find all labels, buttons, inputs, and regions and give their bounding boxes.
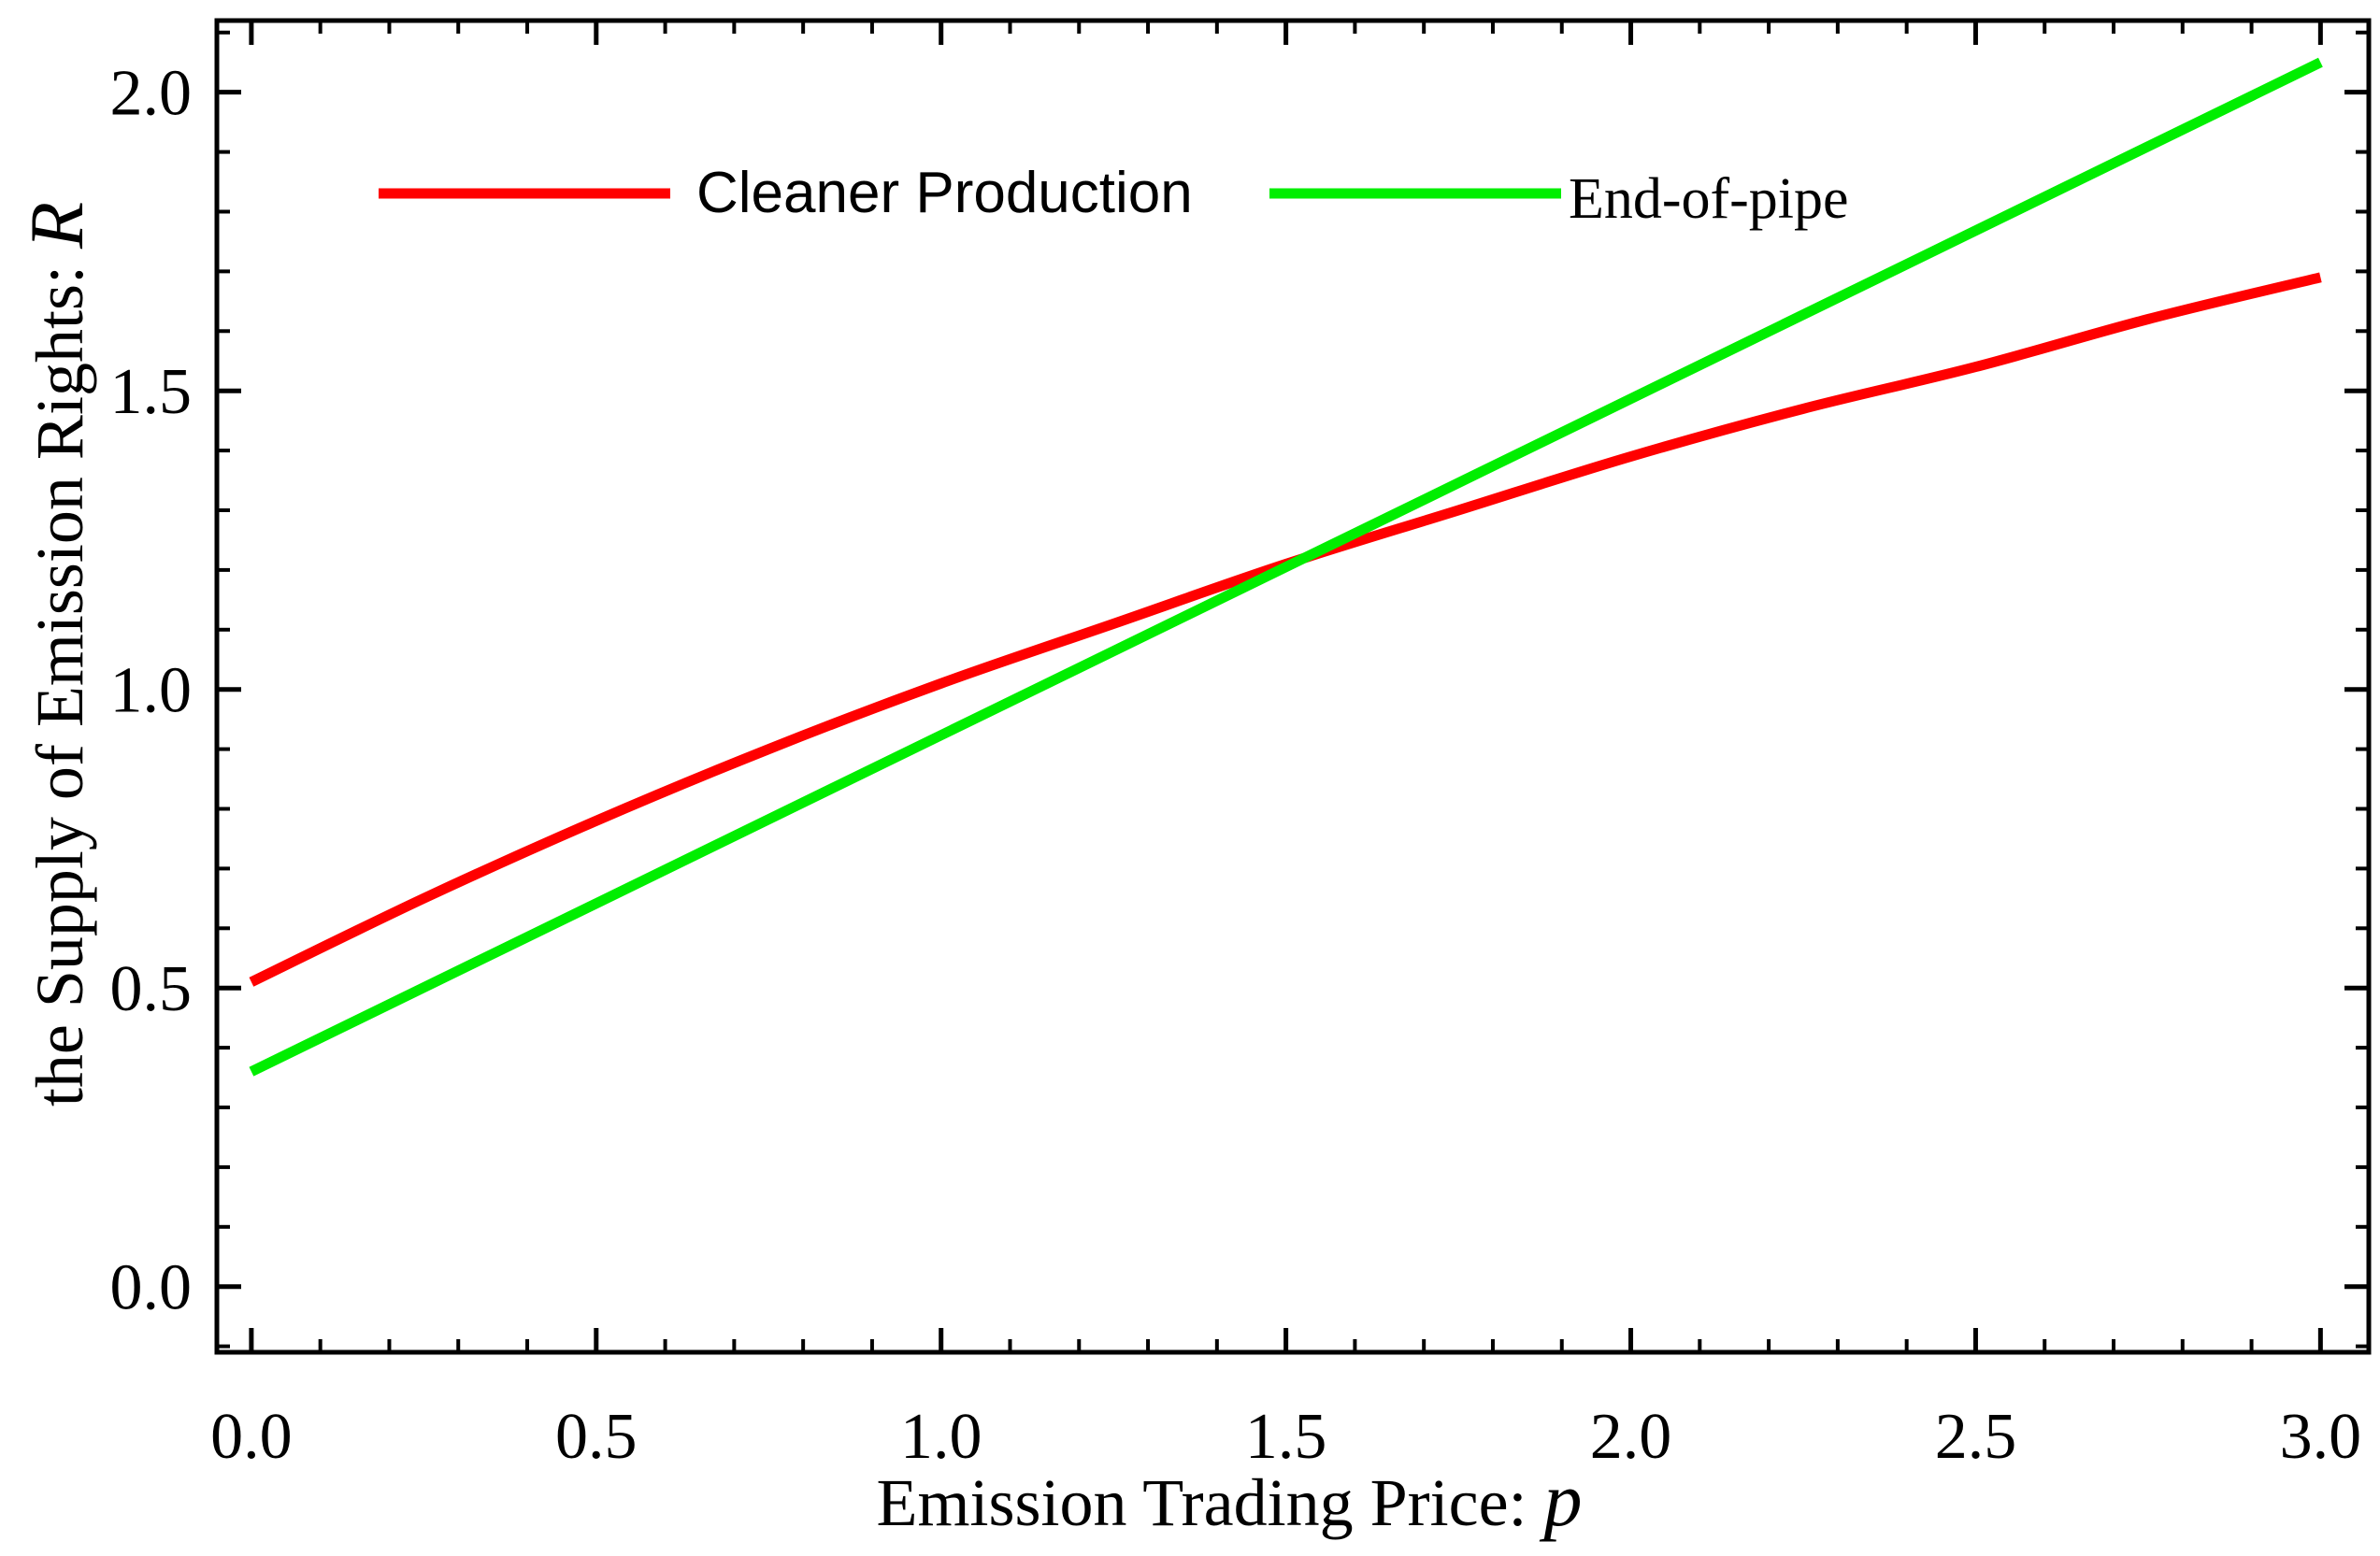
y-tick-labels: 0.0 0.5 1.0 1.5 2.0 [110, 58, 193, 1324]
x-tick-label: 3.0 [2280, 1401, 2362, 1473]
y-axis-title: the Supply of Emission Rights: R [14, 202, 99, 1106]
y-axis-variable: R [14, 202, 99, 250]
y-tick-label: 2.0 [110, 58, 193, 130]
y-tick-label: 0.5 [110, 953, 193, 1025]
y-tick-label: 1.0 [110, 655, 193, 727]
x-tick-label: 1.0 [900, 1401, 982, 1473]
y-axis-title-text: the Supply of Emission Rights: [22, 249, 97, 1106]
series-lines [249, 57, 2323, 1077]
x-tick-label: 2.0 [1590, 1401, 1672, 1473]
x-axis-title: Emission Trading Price: p [876, 1457, 1582, 1542]
x-tick-label: 2.5 [1935, 1401, 2017, 1473]
x-tick-labels: 0.0 0.5 1.0 1.5 2.0 2.5 3.0 [210, 1401, 2361, 1473]
legend: Cleaner Production End-of-pipe [379, 161, 1849, 231]
x-tick-label: 1.5 [1245, 1401, 1327, 1473]
series-line-end-of-pipe [249, 57, 2323, 1077]
major-ticks [217, 21, 2369, 1352]
x-tick-label: 0.0 [210, 1401, 293, 1473]
series-line-cleaner-production [249, 272, 2322, 987]
x-axis-title-text: Emission Trading Price: [876, 1465, 1543, 1540]
y-tick-label: 1.5 [110, 356, 193, 428]
x-axis-variable: p [1540, 1457, 1583, 1542]
plot-frame [214, 18, 2372, 1355]
minor-ticks [217, 21, 2369, 1352]
y-tick-label: 0.0 [110, 1252, 193, 1324]
legend-label-cleaner-production: Cleaner Production [696, 161, 1193, 225]
x-tick-label: 0.5 [555, 1401, 638, 1473]
legend-label-end-of-pipe: End-of-pipe [1569, 167, 1849, 231]
